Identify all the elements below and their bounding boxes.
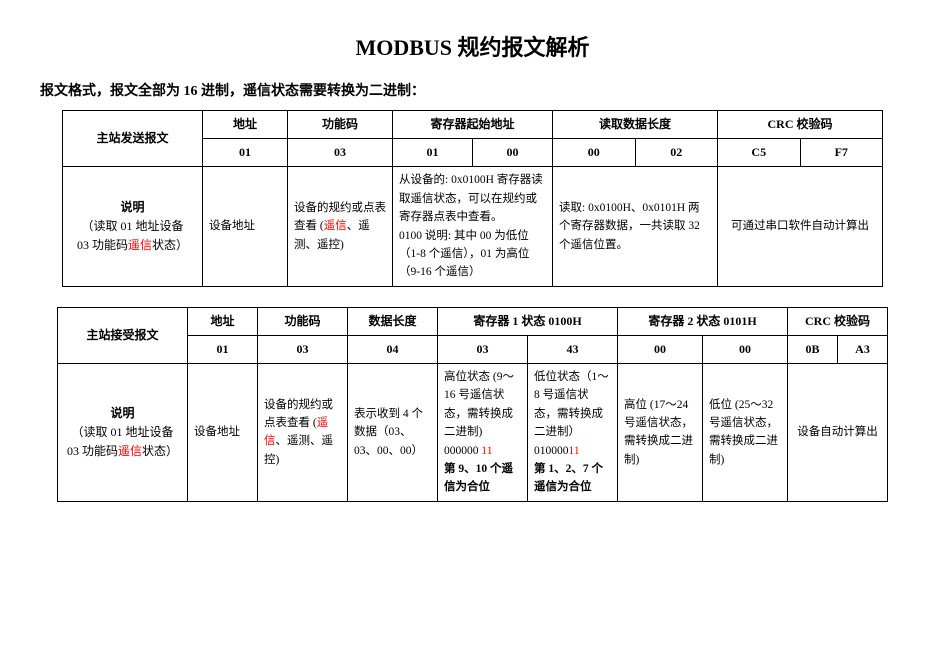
cell: 00	[703, 335, 788, 363]
table-row: 主站发送报文 地址 功能码 寄存器起始地址 读取数据长度 CRC 校验码	[63, 111, 883, 139]
desc-label-line2: （读取 01 地址设备	[69, 217, 196, 236]
desc-label-line3: 03 功能码遥信状态）	[69, 236, 196, 255]
desc-label-line1: 说明	[64, 404, 181, 423]
col-header: 数据长度	[348, 307, 438, 335]
page-title: MODBUS 规约报文解析	[40, 30, 905, 62]
col-header: 功能码	[258, 307, 348, 335]
recv-label: 主站接受报文	[58, 307, 188, 363]
desc-func: 设备的规约或点表查看 (遥信、遥测、遥控)	[288, 167, 393, 286]
table-row: 说明 （读取 01 地址设备 03 功能码遥信状态） 设备地址 设备的规约或点表…	[63, 167, 883, 286]
desc-len: 读取: 0x0100H、0x0101H 两个寄存器数据，一共读取 32 个遥信位…	[553, 167, 718, 286]
cell: 43	[528, 335, 618, 363]
table-row: 说明 （读取 01 地址设备 03 功能码遥信状态） 设备地址 设备的规约或点表…	[58, 364, 888, 502]
desc-crc: 可通过串口软件自动计算出	[718, 167, 883, 286]
reg2-hi: 高位 (17～24 号遥信状态，需转换成二进制)	[618, 364, 703, 502]
cell: 03	[438, 335, 528, 363]
col-header: 寄存器起始地址	[393, 111, 553, 139]
cell: 01	[188, 335, 258, 363]
cell: 01	[393, 139, 473, 167]
reg1-hi: 高位状态 (9～16 号遥信状态，需转换成二进制) 000000 11 第 9、…	[438, 364, 528, 502]
table-row: 主站接受报文 地址 功能码 数据长度 寄存器 1 状态 0100H 寄存器 2 …	[58, 307, 888, 335]
cell: 00	[473, 139, 553, 167]
desc-addr: 设备地址	[188, 364, 258, 502]
desc-label-line3: 03 功能码遥信状态）	[64, 442, 181, 461]
col-header: 功能码	[288, 111, 393, 139]
cell: 04	[348, 335, 438, 363]
reg2-lo: 低位 (25～32 号遥信状态，需转换成二进制)	[703, 364, 788, 502]
desc-label-line1: 说明	[69, 198, 196, 217]
desc-label: 说明 （读取 01 地址设备 03 功能码遥信状态）	[63, 167, 203, 286]
cell: 00	[553, 139, 636, 167]
cell: 0B	[788, 335, 838, 363]
cell: 03	[288, 139, 393, 167]
cell: C5	[718, 139, 801, 167]
col-header: 寄存器 1 状态 0100H	[438, 307, 618, 335]
desc-reg: 从设备的: 0x0100H 寄存器读取遥信状态，可以在规约或寄存器点表中查看。 …	[393, 167, 553, 286]
send-label: 主站发送报文	[63, 111, 203, 167]
col-header: 寄存器 2 状态 0101H	[618, 307, 788, 335]
reg1-lo: 低位状态（1～8 号遥信状态，需转换成二进制） 01000011 第 1、2、7…	[528, 364, 618, 502]
desc-label: 说明 （读取 01 地址设备 03 功能码遥信状态）	[58, 364, 188, 502]
col-header: CRC 校验码	[788, 307, 888, 335]
table-send: 主站发送报文 地址 功能码 寄存器起始地址 读取数据长度 CRC 校验码 01 …	[62, 110, 883, 287]
col-header: 读取数据长度	[553, 111, 718, 139]
cell: F7	[800, 139, 883, 167]
desc-label-line2: （读取 01 地址设备	[64, 423, 181, 442]
col-header: CRC 校验码	[718, 111, 883, 139]
cell: 01	[203, 139, 288, 167]
table-receive: 主站接受报文 地址 功能码 数据长度 寄存器 1 状态 0100H 寄存器 2 …	[57, 307, 888, 502]
desc-crc: 设备自动计算出	[788, 364, 888, 502]
col-header: 地址	[188, 307, 258, 335]
cell: A3	[838, 335, 888, 363]
desc-addr: 设备地址	[203, 167, 288, 286]
cell: 03	[258, 335, 348, 363]
cell: 00	[618, 335, 703, 363]
col-header: 地址	[203, 111, 288, 139]
desc-func: 设备的规约或点表查看 (遥信、遥测、遥控)	[258, 364, 348, 502]
intro-text: 报文格式，报文全部为 16 进制，遥信状态需要转换为二进制：	[40, 80, 905, 100]
desc-len: 表示收到 4 个数据（03、03、00、00）	[348, 364, 438, 502]
cell: 02	[635, 139, 718, 167]
